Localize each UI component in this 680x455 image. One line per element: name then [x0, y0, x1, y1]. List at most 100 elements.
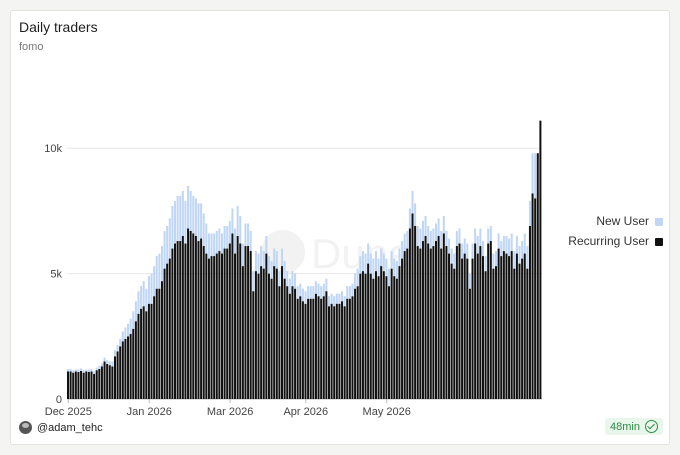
bar-new-user[interactable]: [450, 248, 453, 264]
bar-new-user[interactable]: [278, 271, 281, 287]
bar-recurring-user[interactable]: [296, 298, 299, 399]
bar-recurring-user[interactable]: [518, 263, 521, 399]
bar-new-user[interactable]: [369, 253, 372, 274]
bar-recurring-user[interactable]: [69, 371, 72, 399]
bar-new-user[interactable]: [260, 246, 263, 267]
bar-recurring-user[interactable]: [479, 246, 482, 399]
bar-recurring-user[interactable]: [90, 371, 93, 399]
bar-new-user[interactable]: [160, 246, 163, 282]
bar-recurring-user[interactable]: [142, 306, 145, 399]
bar-new-user[interactable]: [356, 268, 359, 287]
bar-new-user[interactable]: [419, 228, 422, 249]
bar-new-user[interactable]: [244, 223, 247, 247]
bar-new-user[interactable]: [67, 368, 70, 372]
bar-recurring-user[interactable]: [301, 301, 304, 399]
bar-new-user[interactable]: [95, 367, 98, 371]
bar-recurring-user[interactable]: [202, 246, 205, 399]
bar-recurring-user[interactable]: [273, 266, 276, 399]
bar-recurring-user[interactable]: [129, 333, 132, 399]
bar-new-user[interactable]: [140, 286, 143, 309]
bar-recurring-user[interactable]: [403, 251, 406, 399]
bar-recurring-user[interactable]: [495, 266, 498, 399]
bar-new-user[interactable]: [257, 253, 260, 274]
bar-new-user[interactable]: [294, 273, 297, 289]
bar-recurring-user[interactable]: [223, 248, 226, 399]
bar-recurring-user[interactable]: [453, 268, 456, 399]
bar-recurring-user[interactable]: [338, 303, 341, 399]
bar-new-user[interactable]: [348, 286, 351, 299]
bar-new-user[interactable]: [351, 283, 354, 297]
bar-new-user[interactable]: [429, 230, 432, 249]
bar-new-user[interactable]: [489, 225, 492, 242]
bar-recurring-user[interactable]: [231, 233, 234, 399]
bar-recurring-user[interactable]: [536, 153, 539, 399]
bar-new-user[interactable]: [442, 215, 445, 234]
bar-new-user[interactable]: [481, 241, 484, 257]
bar-new-user[interactable]: [380, 248, 383, 267]
bar-recurring-user[interactable]: [343, 306, 346, 399]
bar-new-user[interactable]: [372, 258, 375, 279]
bar-recurring-user[interactable]: [260, 266, 263, 399]
bar-new-user[interactable]: [210, 233, 213, 257]
bar-recurring-user[interactable]: [346, 298, 349, 399]
bar-recurring-user[interactable]: [455, 246, 458, 399]
bar-new-user[interactable]: [390, 251, 393, 269]
bar-recurring-user[interactable]: [111, 366, 114, 399]
bar-recurring-user[interactable]: [521, 258, 524, 399]
bar-new-user[interactable]: [448, 238, 451, 254]
bar-recurring-user[interactable]: [497, 248, 500, 399]
bar-recurring-user[interactable]: [476, 253, 479, 399]
bar-new-user[interactable]: [231, 208, 234, 234]
bar-new-user[interactable]: [74, 369, 77, 372]
bar-recurring-user[interactable]: [327, 306, 330, 399]
bar-recurring-user[interactable]: [492, 268, 495, 399]
bar-recurring-user[interactable]: [359, 273, 362, 399]
bar-recurring-user[interactable]: [468, 288, 471, 399]
bar-new-user[interactable]: [226, 225, 229, 249]
bar-new-user[interactable]: [87, 369, 90, 372]
bar-new-user[interactable]: [330, 293, 333, 304]
bar-new-user[interactable]: [479, 228, 482, 247]
bar-recurring-user[interactable]: [424, 236, 427, 399]
bar-new-user[interactable]: [147, 276, 150, 304]
bar-new-user[interactable]: [458, 228, 461, 244]
bar-new-user[interactable]: [382, 253, 385, 272]
bar-new-user[interactable]: [121, 331, 124, 342]
bar-new-user[interactable]: [220, 233, 223, 254]
bar-new-user[interactable]: [270, 261, 273, 279]
bar-new-user[interactable]: [158, 253, 161, 289]
bar-recurring-user[interactable]: [82, 372, 85, 399]
bar-new-user[interactable]: [500, 241, 503, 257]
bar-new-user[interactable]: [155, 256, 158, 289]
bar-recurring-user[interactable]: [294, 288, 297, 399]
bar-recurring-user[interactable]: [140, 308, 143, 399]
bar-recurring-user[interactable]: [197, 241, 200, 399]
bar-recurring-user[interactable]: [278, 286, 281, 399]
bar-new-user[interactable]: [307, 286, 310, 299]
bar-recurring-user[interactable]: [487, 243, 490, 399]
bar-recurring-user[interactable]: [194, 236, 197, 399]
bar-new-user[interactable]: [502, 236, 505, 252]
bar-recurring-user[interactable]: [283, 278, 286, 399]
bar-new-user[interactable]: [468, 273, 471, 289]
bar-recurring-user[interactable]: [147, 303, 150, 399]
bar-new-user[interactable]: [111, 361, 114, 367]
bar-new-user[interactable]: [132, 311, 135, 329]
bar-new-user[interactable]: [414, 203, 417, 226]
bar-recurring-user[interactable]: [228, 243, 231, 399]
bar-new-user[interactable]: [518, 246, 521, 264]
bar-new-user[interactable]: [325, 278, 328, 292]
bar-new-user[interactable]: [100, 363, 103, 367]
bar-new-user[interactable]: [228, 220, 231, 244]
bar-new-user[interactable]: [137, 291, 140, 314]
bar-recurring-user[interactable]: [168, 258, 171, 399]
bar-recurring-user[interactable]: [100, 366, 103, 399]
bar-new-user[interactable]: [207, 233, 210, 259]
bar-recurring-user[interactable]: [87, 371, 90, 399]
bar-recurring-user[interactable]: [247, 246, 250, 399]
bar-recurring-user[interactable]: [134, 321, 137, 399]
bar-recurring-user[interactable]: [348, 298, 351, 399]
bar-new-user[interactable]: [333, 296, 336, 307]
bar-recurring-user[interactable]: [369, 273, 372, 399]
bar-recurring-user[interactable]: [534, 198, 537, 399]
